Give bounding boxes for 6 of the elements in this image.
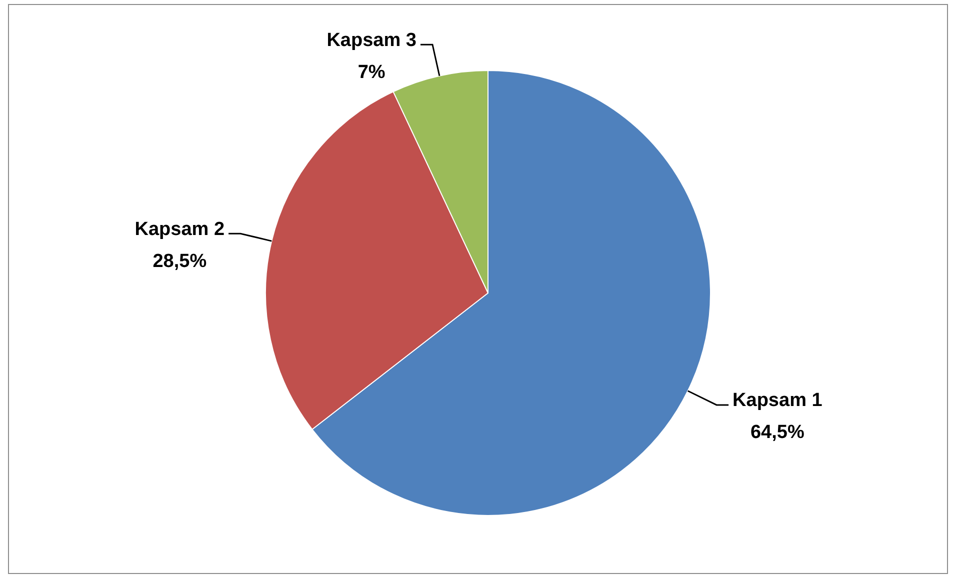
slice-label: Kapsam 1 bbox=[732, 390, 823, 412]
slice-label: Kapsam 3 bbox=[326, 30, 416, 51]
data-label: 64,5% bbox=[750, 422, 804, 444]
data-label: 7% bbox=[358, 62, 386, 83]
data-label: 28,5% bbox=[152, 250, 207, 272]
slice-label: Kapsam 2 bbox=[134, 218, 225, 240]
